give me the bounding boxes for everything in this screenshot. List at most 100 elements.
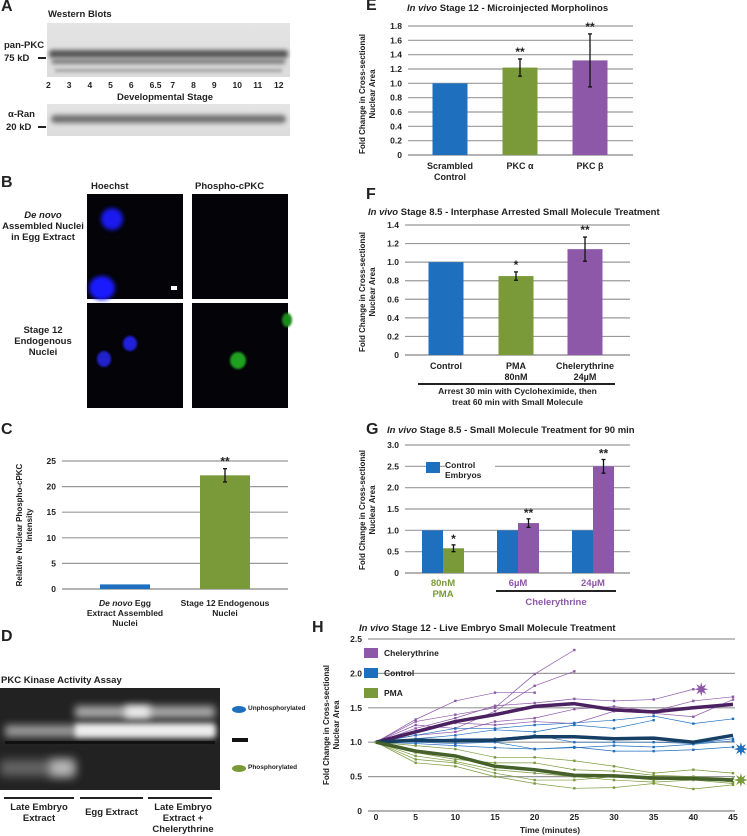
trace-point bbox=[612, 705, 616, 708]
y-tick-label: 15 bbox=[47, 507, 57, 517]
marker-20kd: 20 kD bbox=[6, 122, 32, 133]
trace-point bbox=[533, 691, 536, 694]
x-tick-label: 20 bbox=[530, 812, 540, 822]
panel-label-f: F bbox=[366, 186, 376, 203]
trace-point bbox=[493, 768, 497, 771]
trace-point bbox=[454, 737, 457, 740]
category-label: PMA bbox=[506, 361, 527, 371]
y-tick-label: 1.8 bbox=[390, 21, 402, 31]
italic-text: In vivo bbox=[368, 207, 399, 218]
y-tick-label: 20 bbox=[47, 482, 57, 492]
x-tick-label: 30 bbox=[609, 812, 619, 822]
mean-line bbox=[375, 701, 734, 744]
agarose-gel bbox=[0, 688, 220, 790]
y-tick-label: 0 bbox=[394, 568, 399, 578]
trace-point bbox=[493, 756, 497, 759]
pan-pkc-blot bbox=[47, 23, 290, 77]
trace-point bbox=[533, 771, 536, 775]
trace-point bbox=[731, 783, 735, 787]
y-tick-label: 1.6 bbox=[390, 35, 402, 45]
italic-text: In vivo bbox=[359, 623, 390, 634]
trace-point bbox=[454, 727, 457, 730]
chart-g-ylabel: Fold Change in Cross-sectional Nuclear A… bbox=[358, 450, 377, 571]
trace-point bbox=[652, 718, 655, 722]
trace-point bbox=[573, 768, 576, 771]
lane-label: 5 bbox=[108, 80, 113, 90]
x-tick-label: 40 bbox=[689, 812, 699, 822]
y-tick-label: 3.0 bbox=[387, 440, 399, 450]
trace-point bbox=[414, 723, 417, 727]
y-tick-label: 2.0 bbox=[350, 668, 362, 678]
x-tick-label: 10 bbox=[451, 812, 461, 822]
trace-point bbox=[454, 713, 457, 716]
trace-point bbox=[612, 718, 616, 722]
chart-g-title: In vivo Stage 8.5 - Small Molecule Treat… bbox=[387, 425, 635, 436]
y-tick-label: 1.2 bbox=[387, 239, 399, 249]
title-text: Stage 8.5 - Small Molecule Treatment for… bbox=[419, 425, 635, 436]
italic-text: In vivo bbox=[407, 3, 438, 14]
trace-point bbox=[533, 730, 536, 734]
trace-point bbox=[533, 716, 536, 720]
trace-point bbox=[612, 699, 616, 703]
bar bbox=[432, 83, 468, 155]
y-tick-label: 0.4 bbox=[387, 313, 399, 323]
trace-point bbox=[612, 769, 616, 773]
y-tick-label: 2.5 bbox=[387, 461, 399, 471]
trace-point bbox=[493, 727, 497, 730]
legend-label: PMA bbox=[384, 688, 403, 698]
trace-point bbox=[533, 778, 536, 782]
trace-point bbox=[533, 701, 536, 705]
chelerythrine-bracket bbox=[496, 590, 616, 592]
trace-line bbox=[375, 741, 734, 784]
significance-star-icon bbox=[733, 742, 747, 757]
trace-point bbox=[533, 756, 536, 759]
panel-label-d: D bbox=[1, 628, 13, 645]
trace-point bbox=[692, 688, 695, 691]
trace-point bbox=[612, 786, 616, 789]
legend-label: Control bbox=[384, 668, 414, 678]
trace-point bbox=[414, 761, 417, 765]
category-label: PKC β bbox=[577, 161, 605, 171]
y-tick-label: 0.6 bbox=[387, 294, 399, 304]
trace-point bbox=[454, 744, 457, 747]
trace-point bbox=[692, 699, 695, 703]
trace-point bbox=[414, 734, 417, 737]
chart-h-title: In vivo Stage 12 - Live Embryo Small Mol… bbox=[359, 623, 616, 634]
trace-point bbox=[414, 720, 417, 723]
trace-point bbox=[612, 778, 616, 782]
italic-text: De novo bbox=[99, 598, 133, 608]
legend-phosphorylated: Phosphorylated bbox=[248, 764, 298, 771]
trace-point bbox=[652, 778, 655, 782]
bar-control bbox=[422, 530, 443, 573]
trace-point bbox=[612, 749, 616, 753]
y-tick-label: 1.0 bbox=[387, 257, 399, 267]
trace-point bbox=[454, 761, 457, 765]
y-tick-label: 0 bbox=[397, 150, 402, 160]
trace-line bbox=[375, 719, 654, 743]
y-tick-label: 0.2 bbox=[387, 331, 399, 341]
ran-label: α-Ran bbox=[8, 109, 35, 120]
scale-bar bbox=[171, 286, 177, 290]
trace-point bbox=[454, 742, 457, 745]
trace-point bbox=[612, 744, 616, 747]
legend-swatch-control bbox=[426, 462, 440, 473]
significance-marker: * bbox=[514, 258, 519, 272]
chart-c-category-0: De novo Egg Extract Assembled Nuclei bbox=[85, 598, 165, 628]
trace-point bbox=[414, 758, 417, 761]
panel-label-a: A bbox=[1, 0, 13, 15]
category-label: PKC α bbox=[506, 161, 534, 171]
lane-label: 8 bbox=[191, 80, 196, 90]
chart-e-title: In vivo Stage 12 - Microinjected Morphol… bbox=[407, 3, 608, 14]
y-tick-label: 1.5 bbox=[350, 703, 362, 713]
trace-point bbox=[533, 684, 536, 687]
bar-treatment bbox=[518, 523, 539, 573]
ran-blot bbox=[47, 104, 290, 136]
trace-point bbox=[493, 771, 497, 775]
category-label: 80nM bbox=[504, 372, 527, 382]
chart-c-ylabel: Relative Nuclear Phospho-cPKC Intensity bbox=[15, 463, 34, 587]
y-tick-label: 2.5 bbox=[350, 634, 362, 644]
significance-marker: ** bbox=[524, 506, 534, 520]
trace-point bbox=[573, 670, 576, 673]
significance-marker: ** bbox=[220, 455, 230, 469]
